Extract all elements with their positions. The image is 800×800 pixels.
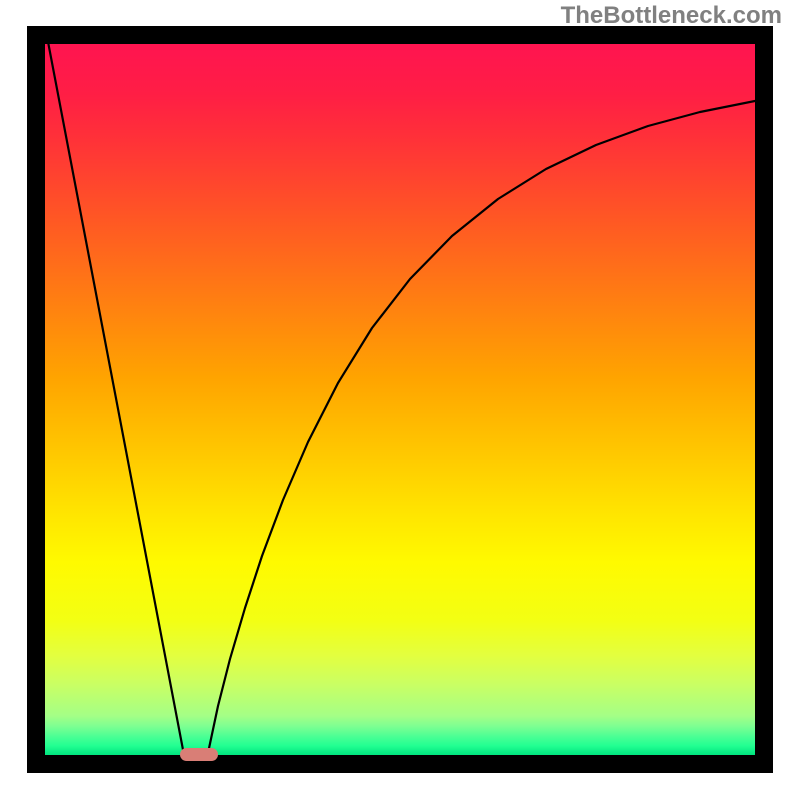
- watermark-text: TheBottleneck.com: [561, 2, 782, 30]
- curve-left-branch: [45, 26, 184, 755]
- bottleneck-curve: [0, 0, 800, 800]
- curve-right-branch: [208, 101, 755, 753]
- optimal-point-marker: [180, 748, 218, 761]
